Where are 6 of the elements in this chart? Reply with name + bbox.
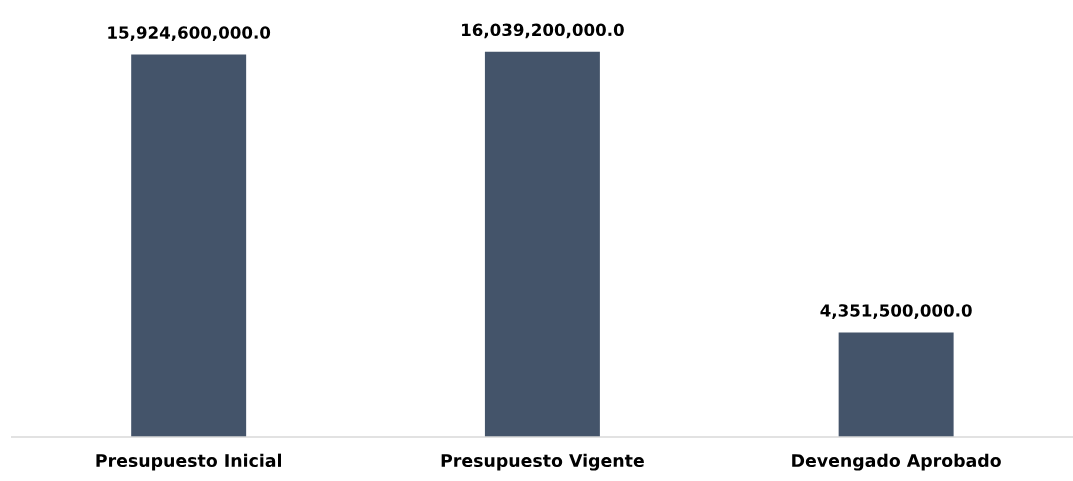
data-label: 15,924,600,000.0 — [108, 26, 271, 41]
x-tick-label: Devengado Aprobado — [792, 453, 1001, 471]
data-label: 4,351,500,000.0 — [820, 304, 972, 319]
x-tick-label: Presupuesto Vigente — [441, 453, 644, 471]
data-label: 16,039,200,000.0 — [462, 23, 624, 39]
x-tick-label: Presupuesto Inicial — [96, 453, 282, 471]
